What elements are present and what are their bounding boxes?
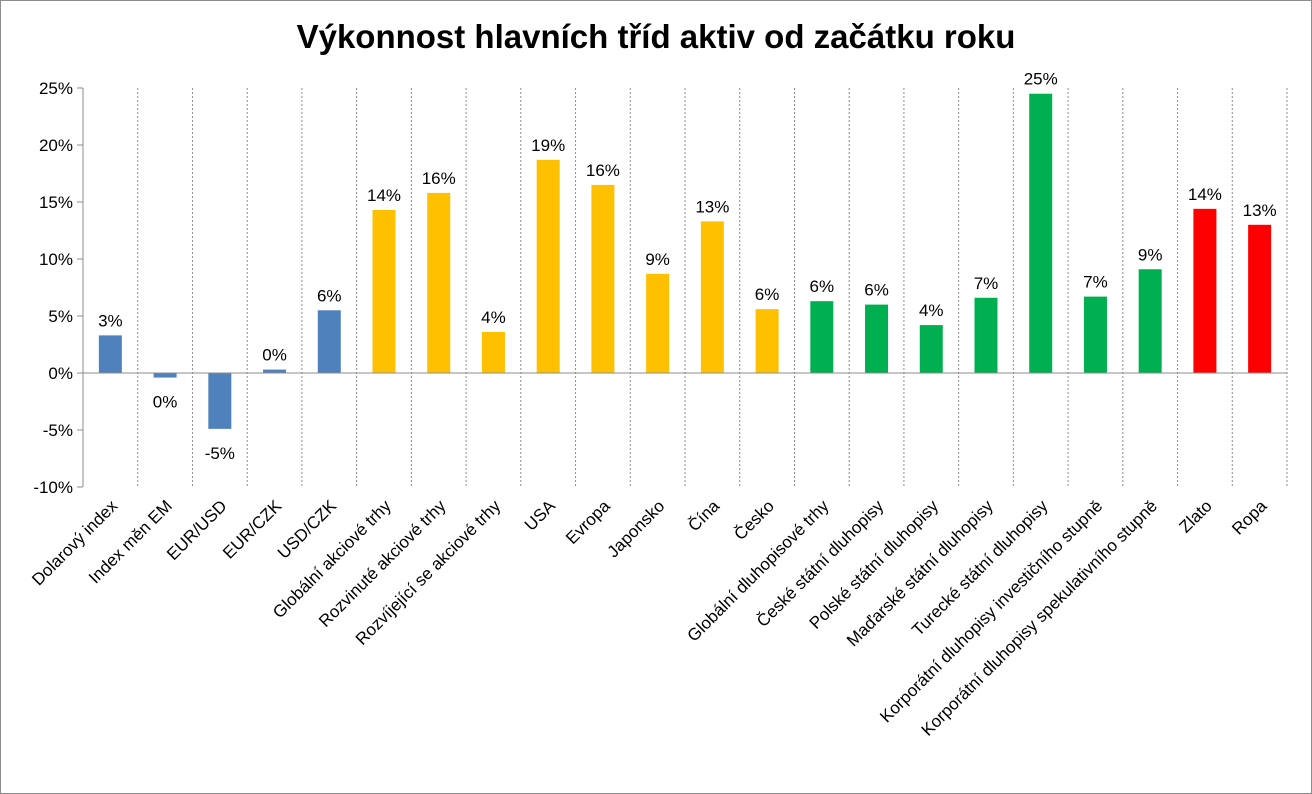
data-label: 6% [317,286,342,305]
data-label: 16% [422,169,456,188]
category-label: EUR/USD [163,496,231,564]
category-label: Japonsko [604,496,669,561]
category-label: Česko [730,496,778,544]
data-label: 14% [367,186,401,205]
bar [208,373,232,429]
data-label: 4% [481,308,506,327]
bar [1083,296,1107,373]
bar [919,325,943,373]
data-label: 16% [586,161,620,180]
bar [263,369,287,373]
data-label: 6% [864,281,889,300]
bar [810,301,834,373]
y-tick-label: 15% [39,193,73,212]
category-label: Ropa [1228,496,1271,539]
bars [98,93,1272,429]
data-labels: 3% 0% -5% 0% 6% 14% 16% 4% 19% 16% 9% 13% 6% 6% 6% 4% 7%… [98,70,1277,463]
category-label: Zlato [1176,496,1216,536]
data-label: 0% [262,346,287,365]
chart-title: Výkonnost hlavních tříd aktiv od začátku… [296,18,1016,55]
data-label: 0% [153,393,178,412]
data-label: 19% [531,136,565,155]
bar [427,192,451,373]
y-tick-label: 0% [48,364,73,383]
data-label: 4% [919,301,944,320]
bar [591,184,615,373]
bar [536,159,560,373]
y-tick-label: 5% [48,307,73,326]
data-label: 9% [645,250,670,269]
category-label: Evropa [562,496,614,548]
bar [1193,208,1217,373]
data-label: 6% [810,277,835,296]
category-label: USA [521,496,560,535]
bar [865,304,889,373]
bar [1138,269,1162,373]
data-label: 3% [98,311,123,330]
category-label: EUR/CZK [219,496,286,563]
bar [481,331,505,373]
y-tick-label: -10% [33,478,73,497]
bar [372,209,396,373]
y-axis: 25% 20% 15% 10% 5% 0% -5% -10% [33,79,84,497]
bar [317,310,341,373]
bar [974,297,998,373]
bar [1029,93,1053,373]
data-label: -5% [205,444,235,463]
bar [755,309,779,373]
bar [646,273,670,373]
y-tick-label: -5% [43,421,73,440]
data-label: 13% [1243,201,1277,220]
y-tick-label: 25% [39,79,73,98]
category-label: Čína [684,496,723,535]
data-label: 7% [1083,273,1108,292]
data-label: 25% [1024,70,1058,89]
gridlines [137,88,1288,487]
bar [1248,224,1272,373]
data-label: 7% [974,274,999,293]
bar [700,221,724,373]
data-label: 9% [1138,245,1163,264]
bar [153,373,177,378]
data-label: 6% [755,285,780,304]
bar [98,335,122,373]
y-tick-label: 10% [39,250,73,269]
y-tick-label: 20% [39,136,73,155]
data-label: 14% [1188,185,1222,204]
data-label: 13% [695,197,729,216]
